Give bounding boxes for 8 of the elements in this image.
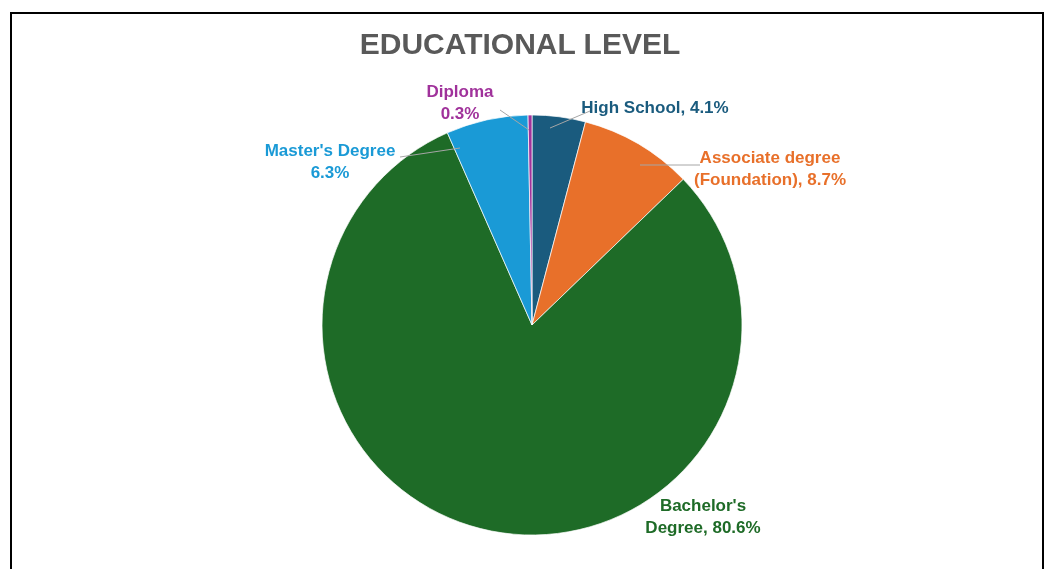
- chart-title: EDUCATIONAL LEVEL: [359, 26, 681, 60]
- data-label: 6.3%: [310, 163, 350, 182]
- slice-label: High School, 4.1%: [581, 98, 729, 117]
- slice-label: Bachelor's Degree, 80.6%: [645, 496, 761, 537]
- slice-label: Master's Degree: [264, 141, 396, 160]
- data-label: 0.3%: [440, 104, 480, 123]
- slice-label: Diploma: [426, 82, 495, 101]
- slice-label: Associate degree (Foundation), 8.7%: [693, 148, 847, 189]
